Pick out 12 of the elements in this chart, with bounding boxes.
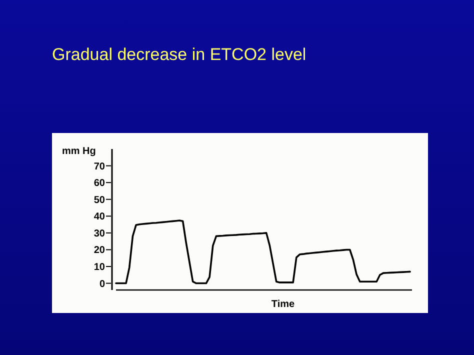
y-tick-label: 40 [94, 212, 106, 223]
y-tick-label: 70 [94, 161, 106, 172]
y-tick-label: 50 [94, 194, 106, 206]
y-tick-label: 20 [94, 245, 106, 256]
y-tick-label: 10 [94, 262, 106, 273]
line-series [115, 220, 411, 284]
y-tick-label: 60 [94, 178, 106, 190]
y-tick-label: 0 [99, 278, 106, 290]
chart-title: Gradual decrease in ETCO2 level [52, 45, 306, 64]
y-tick-label: 30 [94, 228, 106, 240]
x-axis-title: Time [271, 299, 296, 310]
y-axis-title: mm Hg [62, 146, 96, 157]
